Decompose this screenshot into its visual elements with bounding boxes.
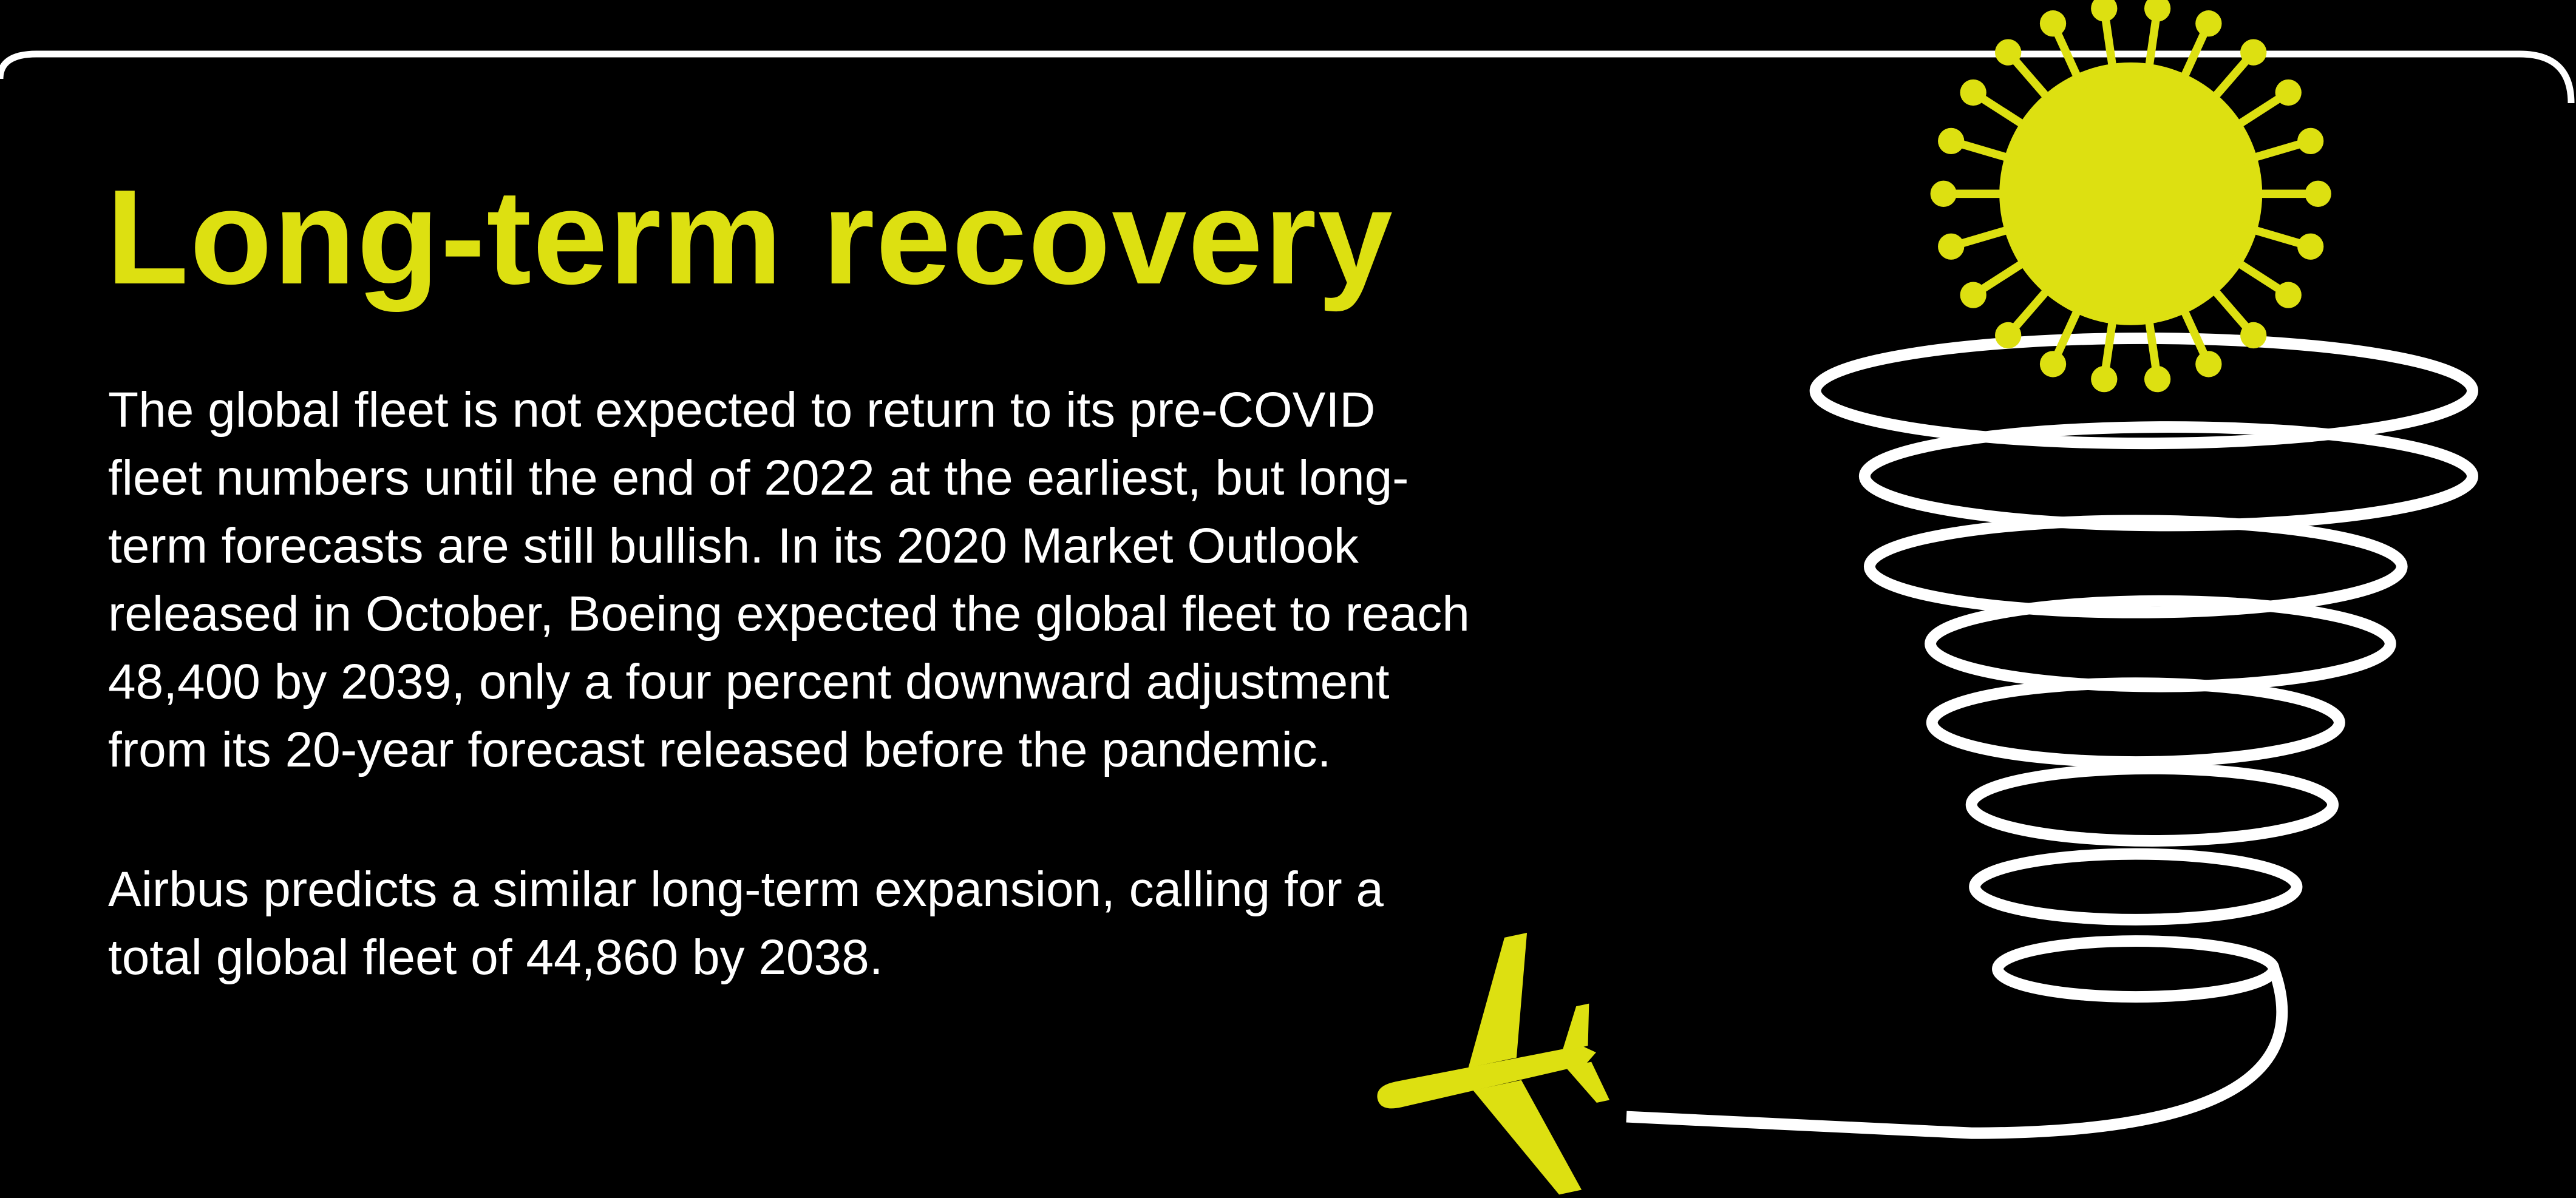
virus-spike-tip	[1931, 181, 1957, 207]
virus-spike-tip	[2195, 10, 2221, 36]
virus-spike-tip	[2195, 351, 2221, 377]
text-line: total global fleet of 44,860 by 2038.	[108, 924, 1384, 992]
virus-spike	[2010, 55, 2055, 107]
virus-spike-tip	[2275, 80, 2302, 106]
virus-spike	[1976, 94, 2034, 131]
page: {"title": "Long-term recovery", "paragra…	[0, 0, 2576, 1198]
virus-spike-tip	[1938, 128, 1964, 154]
virus-spike	[1976, 256, 2034, 293]
virus-spike	[2206, 55, 2251, 107]
virus-spike-tip	[2275, 282, 2302, 308]
text-line: Airbus predicts a similar long-term expa…	[108, 856, 1384, 924]
virus-spike	[2010, 280, 2055, 333]
virus-spike-tip	[2091, 0, 2117, 22]
virus-spike-tip	[2297, 234, 2323, 260]
virus-spike-tip	[2297, 128, 2323, 154]
text-line: term forecasts are still bullish. In its…	[108, 512, 1470, 580]
virus-spike-tip	[1995, 39, 2021, 66]
virus-spike	[2206, 280, 2251, 333]
virus-spike-tip	[2040, 351, 2066, 377]
paragraph: The global fleet is not expected to retu…	[108, 376, 1470, 784]
virus-spike-tip	[2040, 10, 2066, 36]
virus-spike-tip	[2091, 366, 2117, 392]
text-line: fleet numbers until the end of 2022 at t…	[108, 444, 1470, 512]
virus-spike-tip	[1960, 282, 1986, 308]
virus-spike-tip	[1938, 234, 1964, 260]
paragraph: Airbus predicts a similar long-term expa…	[108, 856, 1384, 992]
text-line: 48,400 by 2039, only a four percent down…	[108, 648, 1470, 716]
virus-spike-tip	[2240, 322, 2266, 348]
text-line: The global fleet is not expected to retu…	[108, 376, 1470, 444]
virus-spike	[2228, 94, 2286, 131]
text-line: released in October, Boeing expected the…	[108, 580, 1470, 648]
tornado-art	[1350, 0, 2473, 1198]
virus-spike-tip	[2240, 39, 2266, 66]
airplane	[1350, 923, 1626, 1198]
text-line: from its 20-year forecast released befor…	[108, 716, 1470, 784]
title: Long-term recovery	[106, 170, 1394, 305]
virus-spike-tip	[2144, 366, 2170, 392]
virus-spike-tip	[1960, 80, 1986, 106]
virus-spike	[2228, 256, 2286, 293]
virus-spike-tip	[2305, 181, 2331, 207]
virus-spike-tip	[2144, 0, 2170, 22]
spiral	[1626, 338, 2473, 1133]
virus-spike-tip	[1995, 322, 2021, 348]
